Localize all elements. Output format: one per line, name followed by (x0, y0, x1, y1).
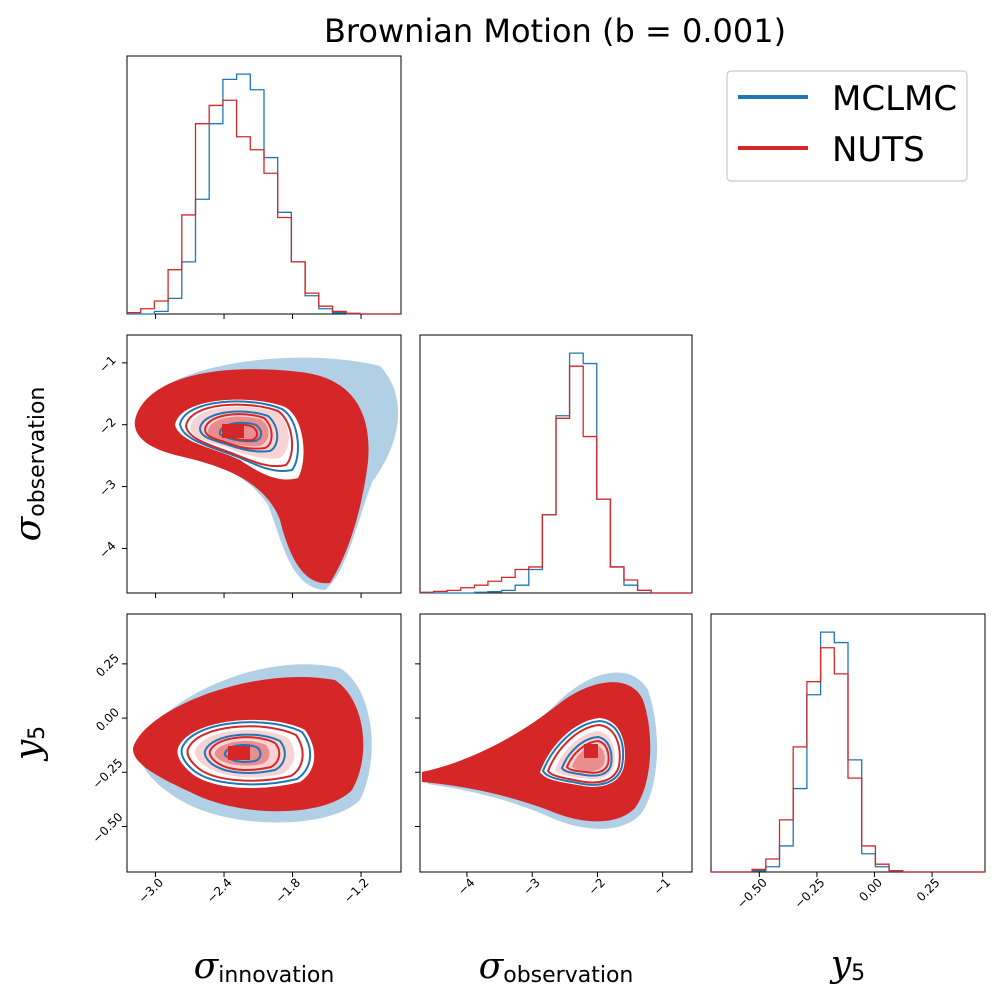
density-peak-cell (228, 746, 250, 760)
joint-density-innovation-observation (134, 357, 399, 590)
legend-label-nuts: NUTS (832, 130, 925, 170)
legend: MCLMC NUTS (726, 70, 968, 182)
panel-joint-innovation-observation (126, 334, 402, 594)
x-tick-label: −4 (455, 875, 477, 897)
mclmc-contour-3 (223, 744, 262, 763)
x-tick-label: 0.00 (856, 875, 885, 904)
mclmc-contour-1 (541, 719, 624, 786)
ylabel-sigma-observation: σobservation (8, 387, 50, 542)
y-tick-label: 0.00 (93, 705, 122, 734)
x-tick-label: −2 (586, 875, 608, 897)
mclmc-contour-2 (198, 410, 279, 453)
legend-label-mclmc: MCLMC (832, 79, 957, 119)
nuts-contour-2 (208, 736, 281, 771)
y-tick-label: −4 (96, 539, 118, 561)
x-tick-label: −1.8 (273, 875, 304, 906)
mclmc-contour-2 (560, 735, 613, 777)
x-tick-label: −3.0 (136, 875, 167, 906)
mclmc-contour-2 (203, 733, 286, 774)
nuts-contour-1 (186, 725, 304, 782)
panel-marginal-sigma-innovation (126, 55, 402, 315)
panel-marginal-sigma-observation (419, 334, 693, 594)
x-tick-label: −3 (520, 875, 542, 897)
panel-marginal-y5 (710, 613, 986, 873)
density-peak-cell (222, 424, 244, 438)
x-tick-label: −1 (651, 875, 673, 897)
y-tick-label: −2 (96, 415, 118, 437)
nuts-contour-2 (203, 413, 273, 450)
xlabel-y5: y5 (829, 944, 865, 986)
xlabel-sigma-observation: σobservation (479, 946, 634, 988)
panel-joint-observation-y5 (419, 613, 693, 873)
x-tick-label: −1.2 (341, 875, 372, 906)
hist-nuts-2 (711, 647, 985, 873)
y-tick-label: −0.25 (90, 756, 126, 792)
joint-density-observation-y5 (422, 672, 658, 829)
nuts-contour-1 (184, 403, 294, 468)
x-tick-label: −0.50 (734, 875, 770, 911)
ylabel-y5: y5 (8, 726, 50, 762)
y-tick-label: −3 (96, 477, 118, 499)
x-tick-label: 0.25 (914, 875, 943, 904)
joint-density-innovation-y5 (132, 664, 372, 823)
hist-nuts-1 (420, 365, 692, 594)
x-tick-label: −0.25 (792, 875, 828, 911)
y-tick-label: −1 (96, 353, 118, 375)
panel-joint-innovation-y5 (126, 613, 402, 873)
mclmc-contour-1 (180, 721, 311, 786)
y-tick-label: 0.25 (93, 651, 122, 680)
y-tick-label: −0.50 (90, 810, 126, 846)
hist-mclmc-0 (127, 73, 401, 315)
mclmc-contour-1 (178, 400, 299, 472)
xlabel-sigma-innovation: σinnovation (194, 946, 335, 988)
hist-nuts-0 (127, 99, 401, 315)
nuts-contour-1 (546, 723, 621, 784)
x-tick-label: −2.4 (204, 875, 235, 906)
density-peak-cell (584, 744, 598, 758)
chart-title: Brownian Motion (b = 0.001) (324, 12, 786, 50)
